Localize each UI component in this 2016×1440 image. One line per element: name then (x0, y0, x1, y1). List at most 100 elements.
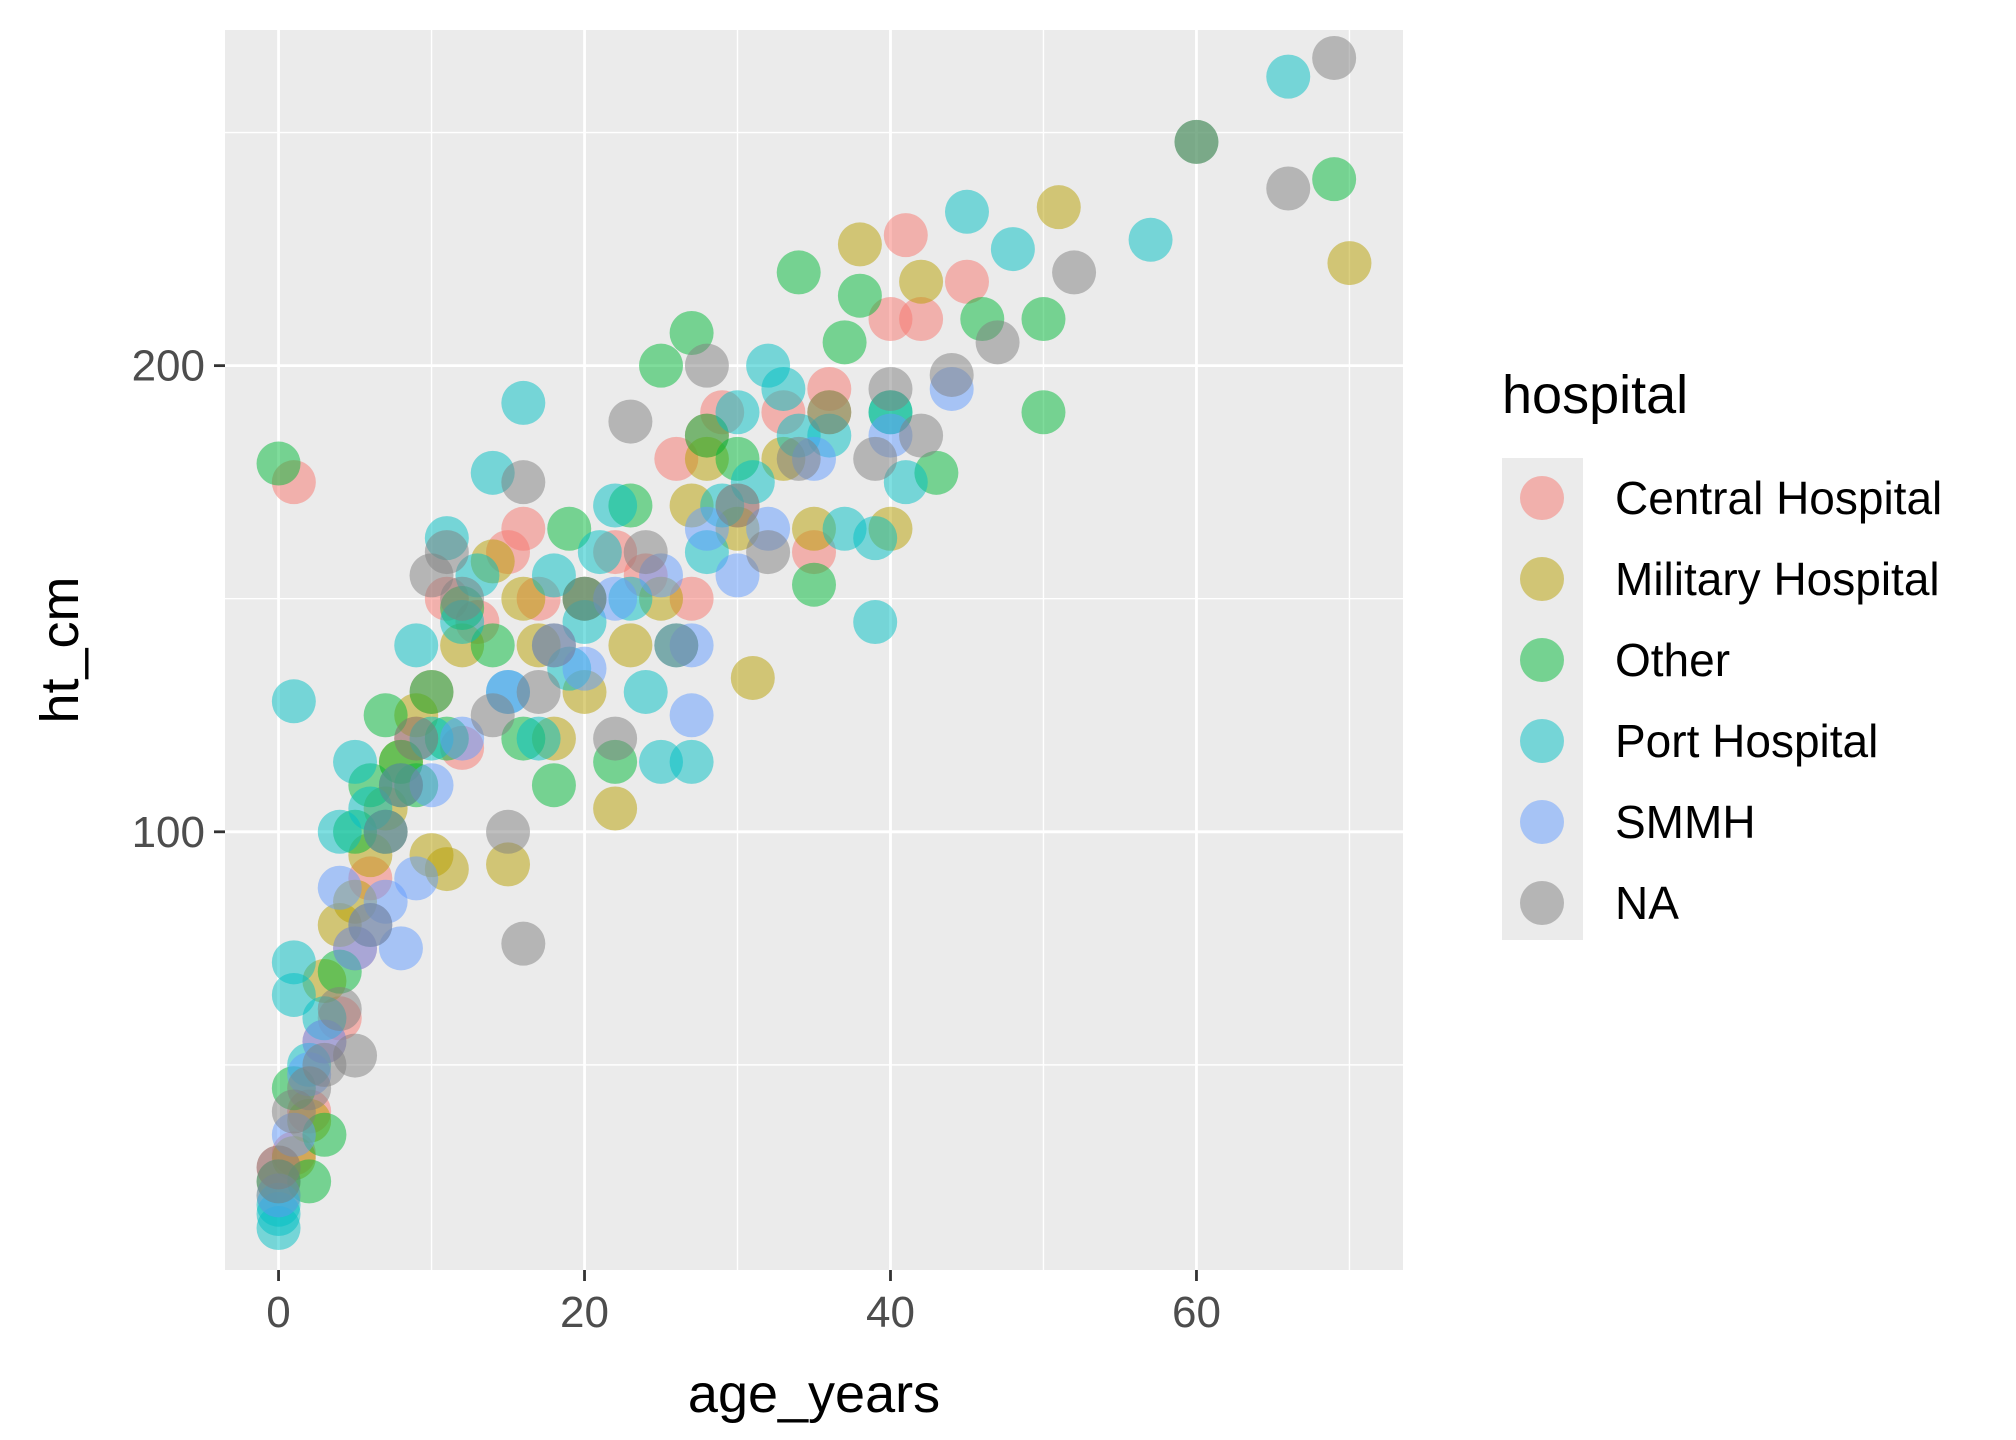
point-port-hospital (669, 739, 714, 784)
point-smmh (684, 506, 729, 551)
legend-key-swatch (1520, 719, 1564, 763)
point-port-hospital (883, 460, 928, 505)
point-smmh (317, 865, 362, 910)
legend-key-swatch (1520, 557, 1564, 601)
point-military-hospital (593, 786, 638, 831)
legend-items: Central Hospital Military Hospital Other Po… (1520, 472, 1942, 929)
point-na (684, 343, 729, 388)
point-port-hospital (531, 553, 576, 598)
point-central-hospital (899, 297, 944, 342)
x-tick-label: 20 (560, 1288, 609, 1337)
axis-ticks (214, 364, 1198, 1281)
data-points (256, 35, 1372, 1251)
point-central-hospital (944, 259, 989, 304)
point-na (899, 413, 944, 458)
point-military-hospital (608, 623, 653, 668)
legend-key-swatch (1520, 881, 1564, 925)
point-na (853, 436, 898, 481)
point-na (623, 530, 668, 575)
point-na (929, 352, 974, 397)
point-na (746, 530, 791, 575)
point-na (1266, 166, 1311, 211)
point-na (348, 903, 393, 948)
point-na (715, 483, 760, 528)
point-port-hospital (333, 739, 378, 784)
point-smmh (669, 693, 714, 738)
point-na (868, 366, 913, 411)
point-na (486, 809, 531, 854)
point-military-hospital (1036, 185, 1081, 230)
point-other (639, 343, 684, 388)
point-smmh (409, 763, 454, 808)
point-other (302, 1112, 347, 1157)
point-other (547, 506, 592, 551)
point-other (792, 562, 836, 607)
point-other (837, 273, 882, 318)
point-na (317, 986, 362, 1031)
point-na (501, 921, 546, 966)
tick-labels: 0 20 40 60 100 200 (132, 342, 1221, 1337)
point-na (470, 693, 515, 738)
point-na (1174, 119, 1219, 164)
point-central-hospital (654, 436, 699, 481)
point-other (531, 763, 576, 808)
point-port-hospital (271, 679, 316, 724)
point-military-hospital (730, 655, 775, 700)
point-other (409, 669, 454, 714)
point-other (1021, 297, 1066, 342)
point-port-hospital (639, 739, 684, 784)
point-smmh (378, 926, 423, 971)
point-military-hospital (792, 506, 836, 551)
point-na (440, 576, 485, 621)
point-port-hospital (853, 516, 898, 561)
point-na (608, 399, 653, 444)
legend-label: SMMH (1615, 796, 1756, 848)
point-port-hospital (1266, 54, 1311, 99)
legend-key-swatch (1520, 800, 1564, 844)
point-military-hospital (501, 576, 546, 621)
major-gridlines (225, 30, 1403, 1270)
y-tick-label: 200 (132, 342, 205, 391)
point-smmh (440, 716, 485, 761)
x-tick-label: 0 (266, 1288, 290, 1337)
point-na (593, 716, 638, 761)
point-port-hospital (944, 189, 989, 234)
point-na (531, 623, 576, 668)
point-smmh (562, 646, 607, 691)
point-na (363, 809, 408, 854)
point-na (424, 530, 469, 575)
point-na (378, 763, 423, 808)
legend-title: hospital (1502, 365, 1688, 425)
point-port-hospital (271, 940, 316, 985)
point-na (394, 716, 439, 761)
legend-label: Central Hospital (1615, 472, 1942, 524)
point-other (1312, 157, 1357, 202)
legend: hospital Central Hospital Military Hospit… (1502, 365, 1942, 940)
point-na (975, 320, 1020, 365)
point-other (470, 623, 515, 668)
point-central-hospital (669, 576, 714, 621)
point-other (776, 250, 821, 295)
point-na (1312, 35, 1357, 80)
x-axis-title: age_years (688, 1364, 940, 1424)
point-na (1052, 250, 1097, 295)
legend-key-swatch (1520, 476, 1564, 520)
point-other (669, 311, 714, 356)
point-other (822, 320, 867, 365)
point-port-hospital (317, 809, 362, 854)
point-na (654, 623, 699, 668)
legend-label: Military Hospital (1615, 553, 1940, 605)
point-port-hospital (394, 623, 439, 668)
legend-label: NA (1615, 877, 1679, 929)
point-na (562, 576, 607, 621)
legend-key-swatch (1520, 638, 1564, 682)
point-smmh (394, 856, 439, 901)
point-port-hospital (715, 390, 760, 435)
point-other (363, 693, 408, 738)
point-port-hospital (271, 972, 316, 1017)
point-port-hospital (1128, 217, 1173, 262)
point-port-hospital (516, 716, 561, 761)
legend-label: Other (1615, 634, 1730, 686)
point-military-hospital (1327, 241, 1372, 286)
